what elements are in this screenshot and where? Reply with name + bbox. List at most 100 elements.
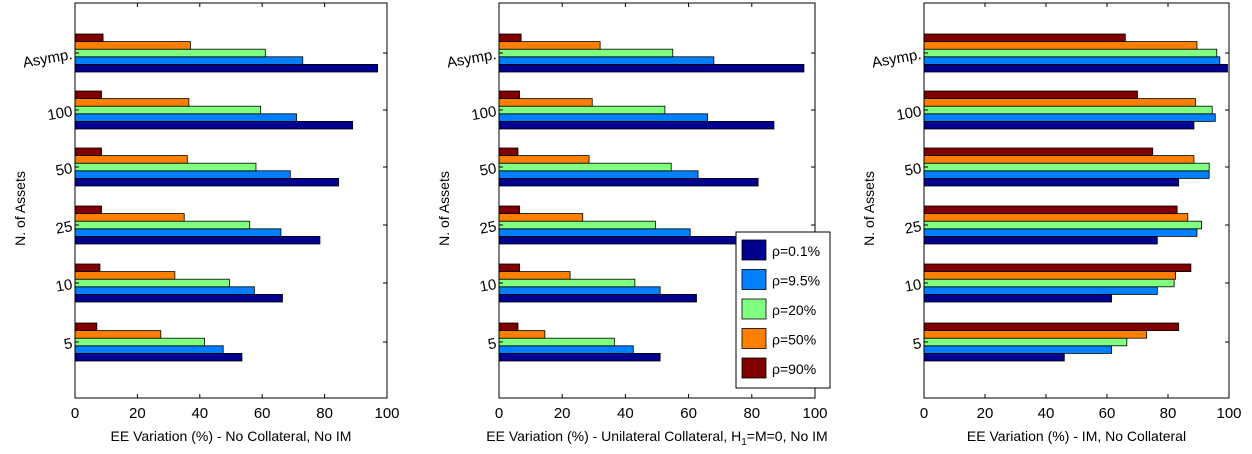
bar-3-5-s1 <box>923 352 1065 362</box>
axes-box <box>74 2 388 399</box>
bar-2-50-s5 <box>498 147 519 156</box>
x-tick-label: 20 <box>129 405 146 422</box>
bar-3-5-s2 <box>923 345 1112 354</box>
bar-2-25-s1 <box>498 235 738 245</box>
bar-1-25-s1 <box>74 235 321 245</box>
x-tick-label: 100 <box>802 405 827 422</box>
bar-3-100-s2 <box>923 113 1216 122</box>
y-tick-label: 25 <box>54 218 73 238</box>
bar-3-50-s3 <box>923 162 1210 172</box>
y-tick-label: 10 <box>54 276 73 296</box>
bar-1-10-s4 <box>74 271 176 280</box>
x-axis-title: EE Variation (%) - IM, No Collateral <box>967 428 1186 444</box>
bar-1-asymp-s2 <box>74 56 304 65</box>
bar-2-asymp-s4 <box>498 41 601 50</box>
x-tick-label: 60 <box>254 405 271 422</box>
y-tick-label: 10 <box>903 276 922 296</box>
legend-swatch <box>741 357 767 379</box>
y-tick-label: 100 <box>46 103 74 124</box>
y-tick-label: Asymp. <box>446 46 498 71</box>
bar-2-asymp-s1 <box>498 64 805 73</box>
bar-2-50-s2 <box>498 170 699 179</box>
bar-2-10-s1 <box>498 293 697 303</box>
bar-2-5-s5 <box>498 322 519 331</box>
bar-3-asymp-s5 <box>923 33 1126 42</box>
x-tick-label: 60 <box>680 405 697 422</box>
bar-1-10-s2 <box>74 286 255 295</box>
bar-3-10-s2 <box>923 286 1158 295</box>
bar-3-5-s5 <box>923 322 1180 331</box>
bar-1-10-s1 <box>74 293 283 303</box>
bar-1-50-s1 <box>74 177 340 187</box>
bar-3-50-s1 <box>923 177 1180 187</box>
bar-3-25-s5 <box>923 205 1178 214</box>
x-tick-label: 100 <box>374 405 399 422</box>
bar-3-100-s5 <box>923 90 1138 99</box>
y-tick-label: 5 <box>487 335 498 353</box>
legend-label: ρ=90% <box>772 361 816 377</box>
bar-2-100-s2 <box>498 113 708 122</box>
bar-1-50-s4 <box>74 155 188 164</box>
bar-3-asymp-s3 <box>923 48 1218 58</box>
x-tick-label: 100 <box>1216 405 1241 422</box>
legend-swatch <box>741 239 767 261</box>
bar-2-asymp-s3 <box>498 48 674 58</box>
axes-box <box>498 2 816 399</box>
bar-2-5-s3 <box>498 337 615 347</box>
y-tick-label: 5 <box>912 335 923 353</box>
axes-box <box>923 2 1230 399</box>
bar-3-10-s5 <box>923 263 1192 272</box>
bar-3-25-s4 <box>923 213 1189 222</box>
x-axis-title: EE Variation (%) - No Collateral, No IM <box>111 428 352 444</box>
y-tick-label: 50 <box>54 160 73 180</box>
bar-2-asymp-s5 <box>498 33 522 42</box>
x-tick-label: 0 <box>71 405 79 422</box>
bar-1-10-s3 <box>74 278 230 288</box>
bar-3-10-s4 <box>923 271 1177 280</box>
bar-1-50-s5 <box>74 147 102 156</box>
bar-2-5-s2 <box>498 345 634 354</box>
bar-1-5-s5 <box>74 322 98 331</box>
bar-2-5-s1 <box>498 352 661 362</box>
bar-3-5-s3 <box>923 337 1128 347</box>
bar-3-asymp-s4 <box>923 41 1198 50</box>
bar-1-25-s2 <box>74 228 282 237</box>
bar-1-5-s2 <box>74 345 224 354</box>
bar-2-10-s4 <box>498 271 571 280</box>
bar-1-25-s5 <box>74 205 102 214</box>
bar-2-25-s2 <box>498 228 691 237</box>
bar-2-asymp-s2 <box>498 56 715 65</box>
y-axis-title: N. of Assets <box>436 171 452 246</box>
bar-1-100-s3 <box>74 105 262 115</box>
bar-2-100-s5 <box>498 90 520 99</box>
chart-panel-1: 0 20 40 60 80 100 5 10 25 50 100 Asymp. N. of Assets… <box>12 2 400 444</box>
bar-2-10-s5 <box>498 263 520 272</box>
bar-1-5-s3 <box>74 337 205 347</box>
bar-2-25-s5 <box>498 205 520 214</box>
bar-1-100-s1 <box>74 121 354 130</box>
x-axis-title: EE Variation (%) - Unilateral Collateral… <box>486 428 827 448</box>
y-tick-label: 50 <box>903 160 922 180</box>
bar-2-50-s3 <box>498 162 672 172</box>
bar-3-50-s2 <box>923 170 1210 179</box>
x-tick-label: 80 <box>316 405 333 422</box>
bar-2-100-s4 <box>498 98 593 107</box>
bar-2-100-s1 <box>498 121 775 130</box>
bar-1-100-s4 <box>74 98 190 107</box>
bar-2-10-s2 <box>498 286 661 295</box>
x-tick-label: 80 <box>743 405 760 422</box>
x-tick-label: 40 <box>617 405 634 422</box>
y-tick-label: 50 <box>478 160 497 180</box>
bar-1-25-s3 <box>74 220 251 230</box>
y-tick-label: 25 <box>903 218 922 238</box>
bar-3-asymp-s1 <box>923 64 1228 73</box>
y-tick-label: 100 <box>470 103 498 124</box>
x-tick-label: 20 <box>554 405 571 422</box>
bar-1-5-s1 <box>74 352 243 362</box>
x-tick-label: 0 <box>495 405 503 422</box>
x-tick-label: 80 <box>1160 405 1177 422</box>
legend-swatch <box>741 328 767 349</box>
legend-label: ρ=50% <box>772 332 816 348</box>
bar-1-asymp-s4 <box>74 41 191 50</box>
chart-panel-2: 0 20 40 60 80 100 5 10 25 50 100 Asymp. N. of Assets… <box>436 2 831 448</box>
